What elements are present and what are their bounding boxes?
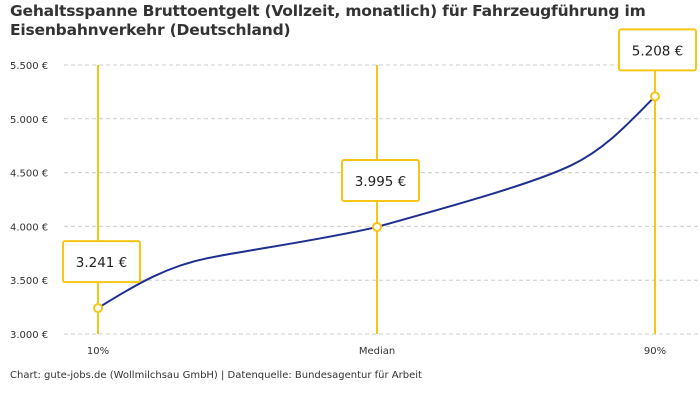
x-tick-label: 90% [644,346,666,357]
data-label: 5.208 € [632,43,684,59]
y-tick-label: 5.000 € [10,115,48,126]
data-point [372,221,382,232]
data-label: 3.241 € [76,255,128,271]
y-tick-label: 3.000 € [10,330,48,341]
data-label-box [618,28,697,72]
data-label-box [341,158,420,202]
y-tick-label: 5.500 € [10,61,48,72]
y-tick-label: 3.500 € [10,276,48,287]
chart-title: Gehaltsspanne Bruttoentgelt (Vollzeit, m… [10,2,646,39]
data-point [93,303,103,314]
data-label-box [62,240,141,284]
data-point [650,91,660,102]
x-tick-label: 10% [87,346,109,357]
y-tick-label: 4.000 € [10,222,48,233]
data-label: 3.995 € [355,174,407,190]
x-tick-label: Median [359,346,395,357]
chart-source: Chart: gute-jobs.de (Wollmilchsau GmbH) … [10,370,422,381]
y-tick-label: 4.500 € [10,169,48,180]
